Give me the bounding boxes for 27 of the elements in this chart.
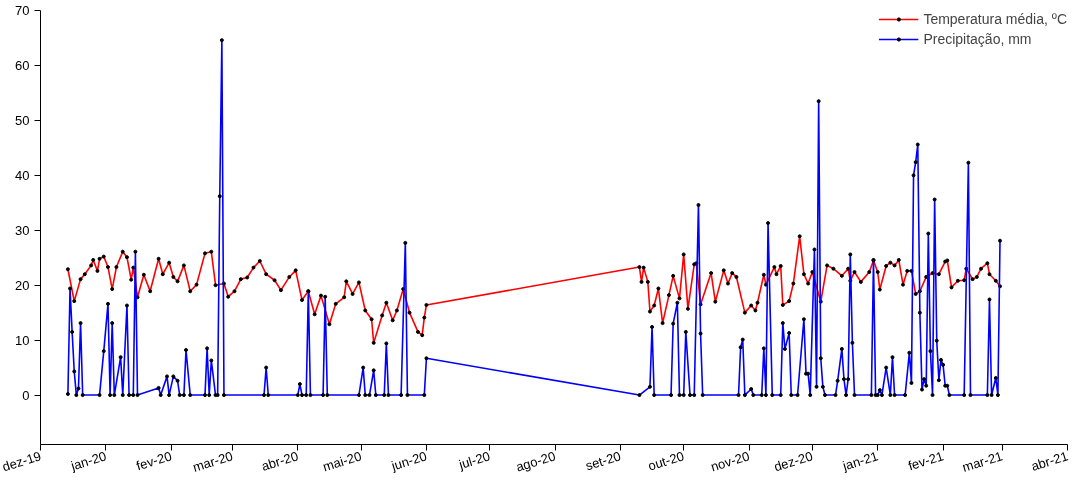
y-tick-label: 70	[15, 3, 30, 18]
legend-label: Precipitação, mm	[923, 30, 1032, 48]
legend-label: Temperatura média, ºC	[923, 10, 1067, 28]
x-tick-label: jan-20	[68, 448, 109, 474]
x-tick-label: ago-20	[514, 448, 558, 475]
y-tick-label: 10	[15, 332, 30, 348]
x-tick-label: abr-20	[259, 448, 300, 474]
y-tick-label: 50	[15, 112, 30, 128]
x-tick-label: jan-21	[840, 448, 880, 474]
x-tick-label: jun-20	[388, 448, 429, 474]
y-tick-label: 20	[15, 277, 30, 293]
x-tick-label: mar-20	[190, 448, 235, 475]
y-tick-label: 40	[15, 167, 30, 183]
y-tick-label: 30	[15, 222, 30, 238]
x-tick-label: dez-19	[0, 448, 43, 475]
x-tick-label: set-20	[583, 448, 623, 474]
y-tick-label: 0	[22, 387, 30, 403]
x-tick-label: mai-20	[320, 448, 364, 475]
x-tick-label: mar-21	[960, 448, 1005, 475]
x-tick-label: dez-20	[772, 448, 815, 475]
x-tick-label: jul-20	[456, 448, 492, 473]
x-tick-label: out-20	[646, 448, 686, 474]
x-tick-label: abr-21	[1029, 448, 1070, 474]
y-tick-label: 60	[15, 57, 30, 73]
x-tick-label: fev-21	[906, 448, 946, 474]
x-tick-label: nov-20	[708, 448, 752, 475]
x-tick-label: fev-20	[134, 448, 174, 474]
